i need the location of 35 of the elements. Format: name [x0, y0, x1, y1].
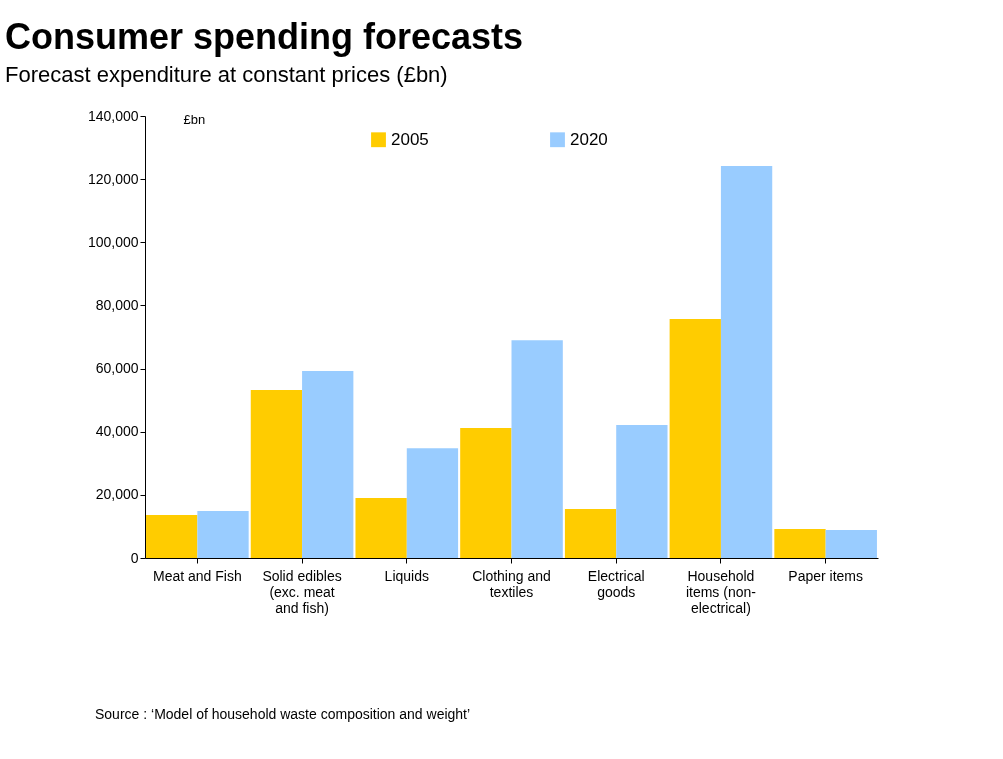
bar — [406, 448, 459, 558]
bar — [197, 510, 249, 558]
chart-subtitle: Forecast expenditure at constant prices (£bn) — [5, 62, 448, 87]
bar — [511, 340, 563, 558]
y-tick-label: 100,000 — [87, 233, 139, 250]
x-tick-label: Household items (non-electrical) — [685, 567, 757, 616]
x-tick-label: Solid edibles (exc. meat and fish) — [262, 567, 342, 616]
y-tick-label: 40,000 — [95, 423, 139, 440]
x-tick-label: Paper items — [788, 567, 863, 584]
y-tick-label: 0 — [130, 549, 139, 566]
x-tick-label: Electrical goods — [587, 567, 645, 600]
bar — [250, 390, 303, 558]
bar — [720, 165, 773, 558]
bar — [774, 528, 826, 558]
y-tick-label: 80,000 — [95, 296, 139, 313]
bar — [355, 498, 407, 558]
source-note: Source : ‘Model of household waste composition and weight’ — [95, 706, 471, 722]
x-tick-label: Liquids — [384, 567, 429, 584]
y-axis-title: £bn — [183, 111, 206, 127]
legend-label: 2020 — [570, 129, 608, 149]
y-tick-label: 140,000 — [87, 107, 139, 124]
bar — [669, 319, 721, 558]
bar — [564, 509, 617, 558]
chart-title: Consumer spending forecasts — [5, 16, 524, 57]
bar — [825, 529, 877, 558]
y-tick-label: 120,000 — [87, 170, 139, 187]
bar — [302, 371, 354, 558]
bar — [460, 427, 512, 558]
x-tick-label: Meat and Fish — [153, 567, 242, 584]
legend-label: 2005 — [391, 129, 429, 149]
bar — [616, 425, 668, 558]
y-tick-label: 60,000 — [95, 360, 139, 377]
x-tick-label: Clothing and textiles — [472, 567, 551, 600]
y-tick-label: 20,000 — [95, 486, 139, 503]
bar — [146, 515, 198, 558]
